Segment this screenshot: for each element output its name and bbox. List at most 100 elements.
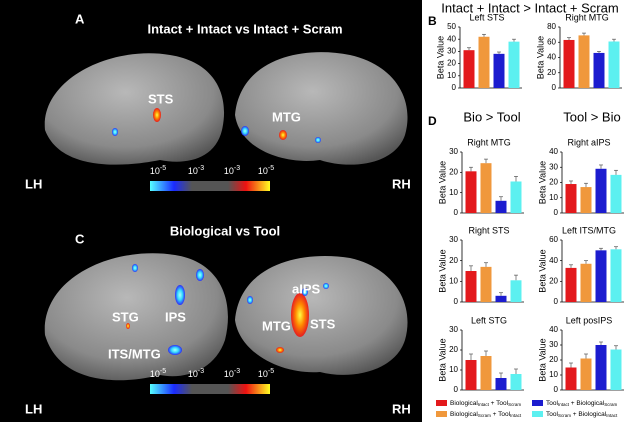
error-bar (497, 51, 501, 54)
heading: Intact + Intact > Intact + Scram (441, 0, 618, 15)
legend-swatch (436, 411, 447, 417)
bar (478, 36, 490, 88)
colorbar-exp: -3 (234, 165, 240, 172)
error-bar (569, 362, 573, 368)
bar (463, 50, 475, 88)
error-bar (614, 345, 618, 350)
y-tick-label: 20 (549, 178, 558, 187)
chart-title: Right MTG (467, 137, 511, 147)
bar (465, 271, 477, 302)
y-tick-label: 60 (547, 37, 556, 46)
bar (593, 52, 605, 88)
bar (563, 39, 575, 88)
y-tick-label: 40 (549, 147, 558, 156)
y-tick-label: 0 (554, 385, 559, 394)
y-tick-label: 0 (454, 297, 459, 306)
legend-subscript: Scram (508, 402, 521, 407)
legend-text: Biological (450, 400, 478, 407)
error-bar (499, 372, 503, 378)
y-axis-label: Beta Value (537, 161, 547, 204)
colorbar-exp: -3 (234, 368, 240, 375)
panel-letter: D (428, 114, 437, 128)
chart-title: Left STS (469, 12, 504, 22)
legend-swatch (532, 411, 543, 417)
error-bar (599, 164, 603, 169)
legend-subscript: Intact (510, 413, 522, 418)
y-tick-label: 40 (447, 34, 456, 43)
bar (565, 184, 577, 213)
y-tick-label: 50 (447, 22, 456, 31)
bar (580, 187, 592, 213)
colorbar-label: 10-3 (188, 165, 204, 177)
colorbar-label: 10-5 (150, 165, 166, 177)
error-bar (484, 158, 488, 164)
error-bar (582, 32, 586, 36)
colorbar-exp: -5 (160, 368, 166, 375)
hemisphere-label: RH (392, 401, 411, 416)
y-tick-label: 30 (449, 147, 458, 156)
legend-swatch (436, 400, 447, 406)
bar (495, 295, 507, 302)
region-label: MTG (272, 109, 301, 124)
panel-letter: C (75, 231, 85, 246)
region-label: STS (310, 316, 336, 331)
legend-entry: BiologicalScram + ToolIntact (450, 411, 522, 418)
brain-a (44, 52, 408, 165)
legend-subscript: Intact (606, 413, 618, 418)
y-tick-label: 30 (447, 47, 456, 56)
y-tick-label: 0 (554, 297, 559, 306)
region-label: MTG (262, 318, 291, 333)
y-tick-label: 10 (447, 71, 456, 80)
region-label: IPS (165, 309, 186, 324)
y-axis-label: Beta Value (535, 36, 545, 79)
colorbar-exp: -5 (268, 368, 274, 375)
error-bar (484, 262, 488, 267)
y-tick-label: 20 (549, 355, 558, 364)
bar (608, 41, 620, 88)
error-bar (569, 264, 573, 268)
legend-text: + Tool (489, 400, 509, 407)
error-bar (499, 196, 503, 201)
bar (480, 163, 492, 213)
region-label: STG (112, 309, 139, 324)
chart-title: Left STG (471, 315, 507, 325)
legend-subscript: Scram (604, 402, 617, 407)
y-tick-label: 30 (449, 235, 458, 244)
colorbar-base: 10 (188, 369, 198, 379)
colorbar-exp: -5 (268, 165, 274, 172)
y-tick-label: 30 (549, 340, 558, 349)
bar (495, 378, 507, 390)
y-tick-label: 0 (452, 83, 457, 92)
colorbar-base: 10 (224, 369, 234, 379)
legend-text: + Biological (569, 400, 605, 407)
legend-subscript: Scram (558, 413, 571, 418)
hemisphere-label: LH (25, 401, 42, 416)
y-tick-label: 10 (449, 365, 458, 374)
y-tick-label: 10 (549, 370, 558, 379)
heading: Bio > Tool (463, 109, 520, 124)
error-bar (599, 341, 603, 345)
legend-text: + Biological (571, 411, 607, 418)
colorbar (150, 384, 270, 394)
colorbar-base: 10 (258, 369, 268, 379)
chart-title: Left posIPS (566, 315, 613, 325)
bar (510, 374, 522, 390)
chart-title: Right STS (468, 225, 509, 235)
legend-entry: ToolIntact + BiologicalScram (546, 400, 617, 407)
colorbar-label: 10-5 (258, 165, 274, 177)
error-bar (482, 33, 486, 37)
bar (565, 267, 577, 302)
y-axis-label: Beta Value (437, 249, 447, 292)
y-tick-label: 30 (449, 325, 458, 334)
colorbar-base: 10 (150, 166, 160, 176)
colorbar-exp: -5 (160, 165, 166, 172)
legend-subscript: Scram (478, 413, 491, 418)
y-tick-label: 10 (549, 193, 558, 202)
y-tick-label: 0 (552, 83, 557, 92)
bar (610, 174, 622, 213)
y-axis-label: Beta Value (537, 338, 547, 381)
y-tick-label: 30 (549, 162, 558, 171)
legend-swatch (532, 400, 543, 406)
y-tick-label: 20 (547, 68, 556, 77)
y-tick-label: 0 (554, 208, 559, 217)
